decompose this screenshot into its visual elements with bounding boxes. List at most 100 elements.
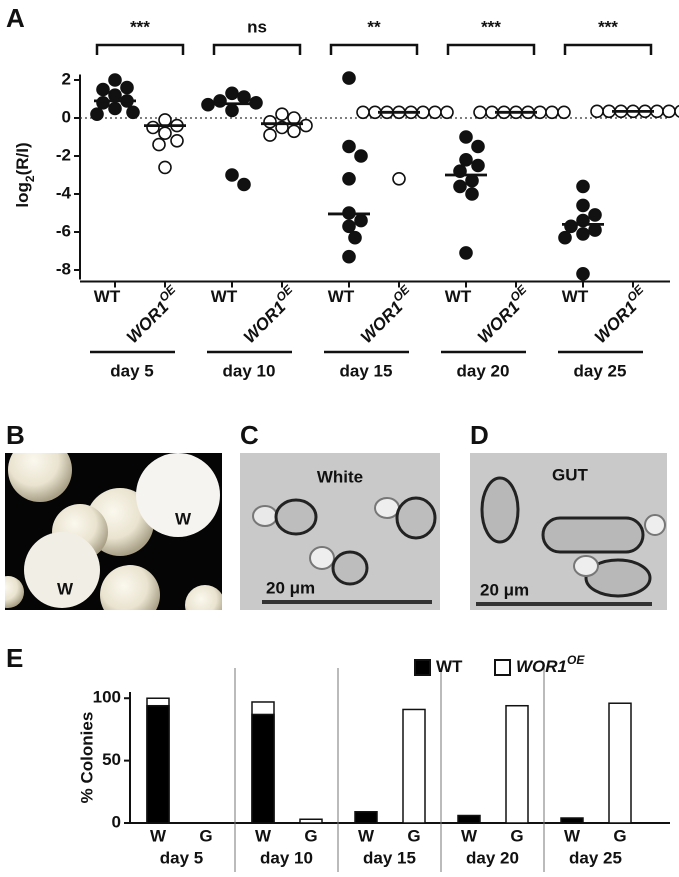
x-tick-label: WT [328, 287, 355, 306]
data-point [545, 105, 559, 120]
data-point [453, 179, 467, 194]
x-tick-label: G [199, 826, 212, 845]
data-point [158, 113, 172, 127]
cell [274, 498, 318, 536]
y-tick-label: 50 [102, 750, 121, 769]
data-point [90, 107, 104, 121]
x-tick-label-text: WT [328, 287, 355, 306]
data-point [465, 187, 479, 201]
x-tick-label: WOR1OE [120, 282, 186, 348]
colony [24, 532, 100, 608]
panel-label: D [470, 420, 489, 450]
cell [644, 514, 666, 536]
data-point [96, 82, 110, 97]
y-tick-label: -8 [56, 259, 71, 278]
x-tick-label: WT [445, 287, 472, 306]
bar [146, 704, 170, 824]
x-tick-label: WT [562, 287, 589, 306]
x-tick-label: W [461, 826, 478, 845]
data-point [576, 179, 590, 194]
y-tick-label: 0 [62, 107, 71, 126]
data-point [674, 104, 679, 118]
data-point [299, 118, 313, 133]
y-label-sub: 2 [23, 175, 37, 182]
data-point [108, 101, 122, 116]
data-point [275, 107, 289, 121]
data-point [459, 130, 473, 144]
y-axis-label: % Colonies [77, 712, 96, 804]
data-point [428, 105, 442, 120]
bar [299, 818, 323, 824]
y-label-text: (R/I) [13, 142, 32, 175]
x-tick-label: WOR1OE [471, 282, 537, 348]
bar [457, 814, 481, 824]
data-point [588, 223, 602, 237]
significance-bracket [446, 43, 536, 55]
data-point [158, 126, 172, 140]
image-label: W [175, 509, 192, 528]
cell [541, 516, 645, 554]
data-point [96, 96, 110, 110]
data-point [392, 172, 406, 186]
data-point [158, 160, 172, 175]
y-tick-label: -6 [56, 221, 71, 240]
x-tick-label-text: WT [562, 287, 589, 306]
data-point [473, 105, 487, 120]
data-point [348, 230, 362, 245]
cell [331, 550, 369, 586]
legend-label-text: WT [436, 657, 463, 676]
cell [309, 546, 335, 570]
x-tick-label: G [510, 826, 523, 845]
data-point [263, 115, 277, 129]
group-label: day 5 [110, 361, 153, 380]
y-label-text: log [13, 182, 32, 208]
colony [8, 453, 72, 502]
data-point [342, 219, 356, 234]
data-point [465, 173, 479, 188]
data-point [588, 208, 602, 222]
group-label: day 10 [260, 848, 313, 867]
legend-label: WT [436, 657, 463, 676]
data-point [576, 266, 590, 281]
image-label: W [57, 579, 74, 598]
data-point [108, 88, 122, 102]
data-point [576, 227, 590, 241]
panel-label: E [6, 643, 23, 673]
data-point [471, 158, 485, 173]
data-point [225, 86, 239, 101]
legend-swatch [494, 659, 511, 676]
colony [136, 453, 220, 537]
group-label: day 15 [340, 361, 393, 380]
data-point [287, 124, 301, 139]
cell [374, 497, 400, 519]
x-tick-label-text: WT [94, 287, 121, 306]
x-tick-label-text: WT [211, 287, 238, 306]
data-point [354, 213, 368, 228]
x-tick-label: WT [211, 287, 238, 306]
data-point [342, 249, 356, 264]
panel-label: B [6, 420, 25, 450]
group-label: day 15 [363, 848, 416, 867]
significance-bracket [563, 43, 653, 55]
image-title: GUT [552, 465, 589, 484]
data-point [237, 90, 251, 104]
x-tick-label-text: WOR1 [240, 298, 289, 347]
y-tick-label: -4 [56, 183, 72, 202]
group-label: day 20 [466, 848, 519, 867]
scale-label: 20 μm [266, 578, 315, 597]
panel-label: C [240, 420, 259, 450]
significance-label: *** [598, 17, 618, 36]
colony [100, 565, 160, 610]
white-cells-image [240, 453, 440, 610]
data-point [237, 177, 251, 192]
colony [185, 585, 222, 610]
legend-label: WOR1OE [516, 653, 585, 676]
scale-label: 20 μm [480, 580, 529, 599]
x-tick-label-text: WT [445, 287, 472, 306]
significance-label: ns [247, 17, 267, 36]
panel-label: A [6, 3, 25, 33]
data-point [342, 71, 356, 85]
x-tick-label: G [613, 826, 626, 845]
data-point [590, 104, 604, 119]
y-tick-label: -2 [56, 145, 71, 164]
